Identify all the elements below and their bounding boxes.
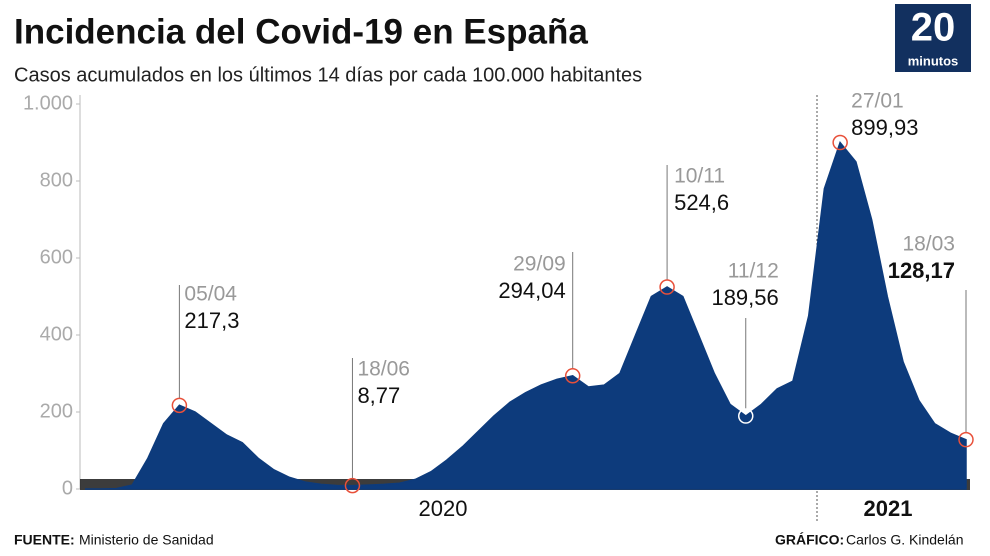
value-label: 8,77 (357, 383, 400, 408)
chart-title: Incidencia del Covid-19 en España (14, 12, 588, 51)
logo-box (895, 4, 971, 72)
y-tick-label: 800 (40, 169, 73, 191)
marker (738, 408, 754, 424)
value-label: 128,17 (888, 258, 955, 283)
value-label: 217,3 (184, 308, 239, 333)
annotation-date: 27/01 (851, 90, 904, 113)
logo-text: minutos (908, 53, 959, 68)
year-label: 2020 (419, 496, 468, 521)
y-tick-label: 600 (40, 246, 73, 268)
marker (564, 368, 581, 384)
y-tick-label: 0 (62, 477, 73, 499)
credit: Carlos G. Kindelán (846, 532, 964, 548)
logo-number: 20 (911, 6, 956, 50)
value-label: 524,6 (674, 190, 729, 215)
annotation-date: 29/09 (513, 253, 566, 276)
marker (171, 397, 188, 414)
annotation-date: 18/06 (357, 358, 410, 381)
source: Ministerio de Sanidad (79, 532, 214, 548)
annotation-date: 11/12 (728, 260, 779, 283)
marker (958, 431, 974, 448)
credit-label: GRÁFICO: (775, 532, 844, 548)
area (85, 140, 967, 490)
value-label: 294,04 (498, 278, 565, 303)
annotation-date: 18/03 (902, 233, 955, 256)
annotation-date: 05/04 (184, 283, 237, 306)
marker (344, 477, 361, 494)
marker (659, 279, 675, 295)
value-label: 899,93 (851, 115, 918, 140)
value-label: 189,56 (711, 285, 778, 310)
marker (832, 134, 848, 151)
source-label: FUENTE: (14, 532, 75, 548)
year-label: 2021 (864, 496, 913, 521)
chart-subtitle: Casos acumulados en los últimos 14 días … (14, 64, 642, 86)
y-tick-label: 400 (40, 323, 73, 345)
y-tick-label: 200 (40, 400, 73, 422)
annotation-date: 10/11 (674, 165, 725, 188)
y-tick-label: 1.000 (23, 92, 73, 114)
